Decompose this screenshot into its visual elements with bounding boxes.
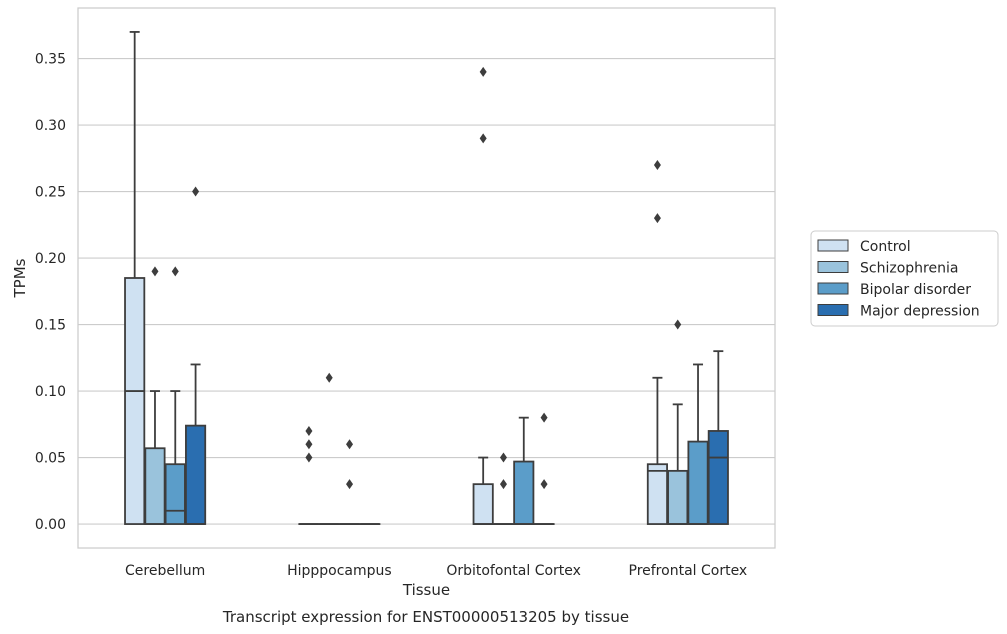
legend-entry: Bipolar disorder [860, 282, 971, 298]
y-tick-label: 0.00 [35, 517, 66, 533]
box-body [646, 463, 668, 525]
outlier-point [540, 412, 548, 423]
y-axis-label: TPMs [11, 258, 29, 298]
outlier-point [479, 66, 487, 77]
box-schizophrenia [667, 319, 689, 525]
outlier-point [305, 439, 313, 450]
legend-swatch [817, 304, 849, 316]
y-tick-label: 0.10 [35, 384, 66, 400]
box-body [513, 460, 535, 525]
outlier-point [346, 479, 354, 490]
outlier-point [479, 133, 487, 144]
y-tick-label: 0.30 [35, 118, 66, 134]
box-schizophrenia [492, 452, 515, 525]
y-tick-label: 0.05 [35, 451, 66, 467]
x-tick-labels: Cerebellum Hipppocampus Orbitofontal Corte… [125, 563, 747, 579]
box-body [707, 430, 729, 525]
box-control [646, 159, 668, 525]
outlier-point [192, 186, 200, 197]
y-tick-labels: 0.00 0.05 0.10 0.15 0.20 0.25 0.30 0.35 [35, 52, 66, 534]
legend: Control Schizophrenia Bipolar disorder Majo… [810, 230, 999, 327]
box-bipolar-disorder [338, 439, 361, 525]
x-tick-label: Cerebellum [125, 563, 205, 579]
x-tick-label: Orbitofontal Cortex [446, 563, 581, 579]
legend-swatch [817, 261, 849, 273]
plot-frame [77, 7, 776, 549]
outlier-point [305, 425, 313, 436]
y-tick-label: 0.15 [35, 318, 66, 334]
legend-box [810, 230, 999, 327]
box-body [185, 424, 207, 525]
legend-entry: Control [860, 239, 911, 255]
boxes-group [124, 31, 729, 525]
outlier-point [346, 439, 354, 450]
box-major-depression [185, 186, 207, 525]
x-tick-label: Hipppocampus [287, 563, 392, 579]
x-axis-label: Tissue [402, 581, 450, 599]
box-body [164, 463, 186, 525]
box-schizophrenia [318, 372, 340, 525]
legend-swatch [817, 282, 849, 295]
outlier-point [674, 319, 682, 330]
box-control [298, 425, 320, 525]
box-bipolar-disorder [513, 416, 535, 525]
box-body [687, 440, 709, 525]
chart-caption: Transcript expression for ENST0000051320… [222, 608, 629, 626]
box-body [144, 447, 166, 525]
legend-entry: Schizophrenia [860, 261, 958, 277]
legend-entry: Major depression [860, 304, 980, 320]
y-tick-label: 0.35 [35, 52, 66, 68]
outlier-point [499, 479, 507, 490]
box-major-depression [707, 350, 729, 525]
outlier-point [540, 479, 548, 490]
outlier-point [653, 213, 661, 224]
x-tick-label: Prefrontal Cortex [629, 563, 748, 579]
grid-lines [78, 57, 775, 525]
box-major-depression [533, 412, 555, 525]
outlier-point [305, 452, 313, 463]
box-schizophrenia [144, 266, 166, 525]
outlier-point [151, 266, 159, 277]
box-body [124, 277, 146, 525]
box-control [472, 66, 494, 525]
outlier-point [325, 372, 333, 383]
legend-swatch [817, 239, 849, 252]
outlier-point [499, 452, 507, 463]
outlier-point [653, 159, 661, 170]
outlier-point [171, 266, 179, 277]
box-body [472, 483, 494, 525]
y-tick-label: 0.25 [35, 185, 66, 201]
box-body [667, 469, 689, 525]
box-bipolar-disorder [164, 266, 186, 525]
box-control [124, 31, 146, 525]
y-tick-label: 0.20 [35, 251, 66, 267]
box-bipolar-disorder [687, 363, 709, 525]
